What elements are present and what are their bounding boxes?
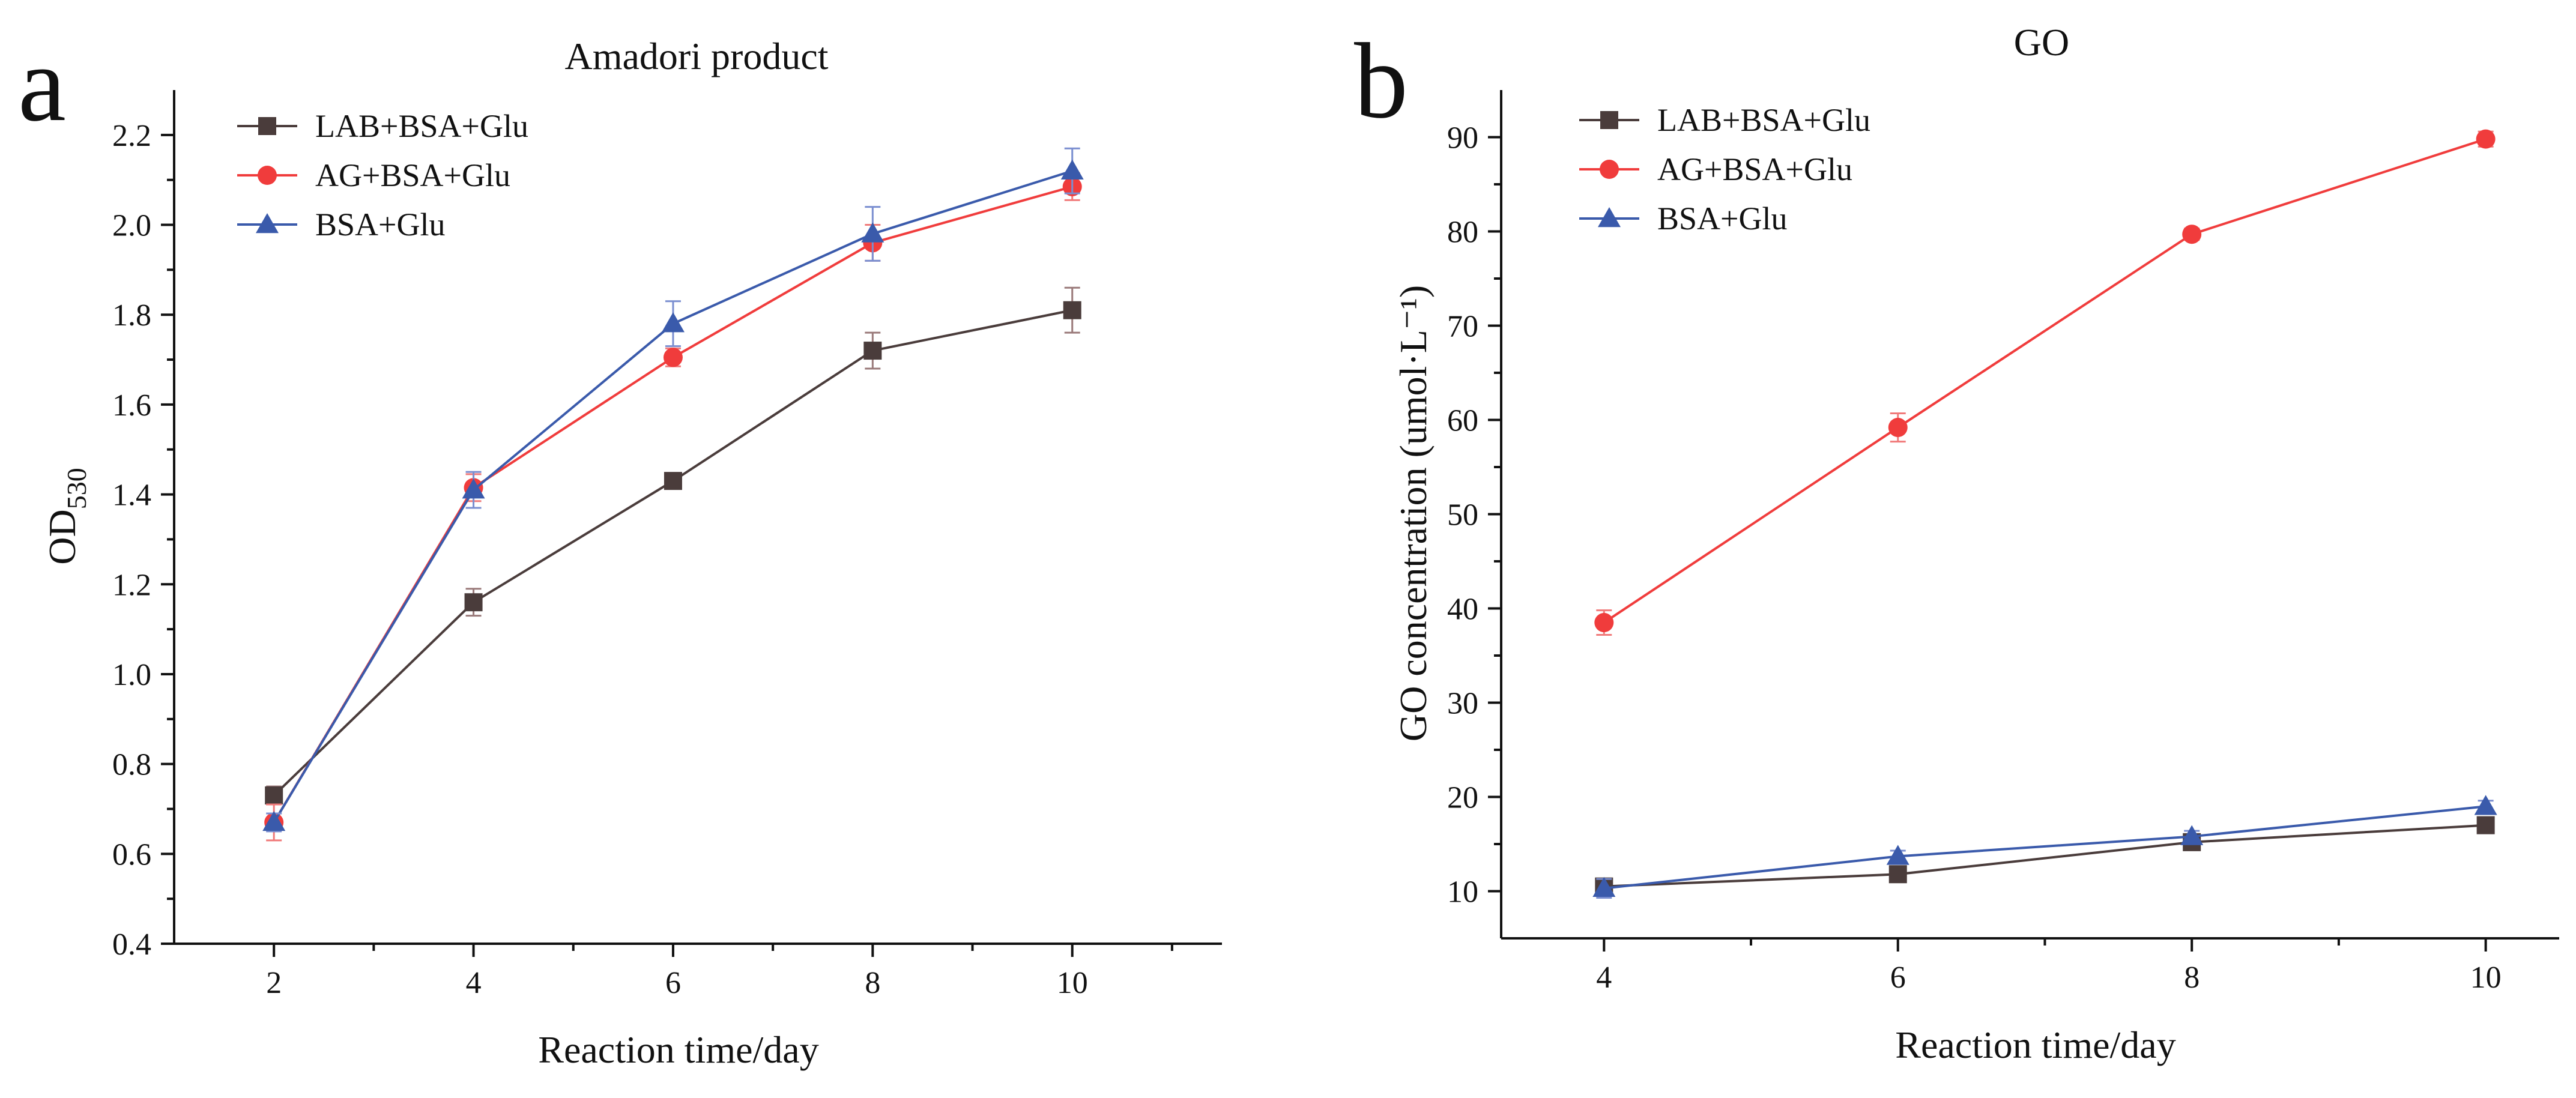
- panel-a-data-point: [1060, 159, 1084, 179]
- panel-a-ylabel-main: OD: [41, 509, 83, 564]
- panel-a-y-tick-label: 1.8: [112, 298, 151, 333]
- panel-b-data-point: [1886, 845, 1909, 865]
- panel-a-x-tick-label: 2: [266, 966, 282, 1000]
- panel-b-data-point: [2182, 225, 2202, 244]
- panel-b-y-tick-label: 60: [1447, 404, 1478, 438]
- panel-b-legend-label: AG+BSA+Glu: [1657, 151, 1852, 187]
- panel-a-legend-label: BSA+Glu: [315, 207, 446, 243]
- panel-b-legend-label: LAB+BSA+Glu: [1657, 102, 1870, 138]
- panel-a-y-tick-label: 1.0: [112, 658, 151, 692]
- panel-a-y-tick-label: 1.4: [112, 478, 151, 513]
- panel-a-legend-label: LAB+BSA+Glu: [315, 108, 528, 144]
- panel-a-data-point: [462, 478, 485, 499]
- panel-a-series-1: [265, 286, 1081, 806]
- panel-a-letter: a: [18, 24, 66, 143]
- panel-a-ylabel-sub: 530: [61, 468, 92, 509]
- panel-a-data-point: [661, 312, 685, 333]
- panel-b-data-point: [2476, 129, 2496, 149]
- panel-b-legend-label: BSA+Glu: [1657, 201, 1788, 237]
- panel-b-data-point: [1888, 418, 1908, 438]
- panel-a-y-tick-label: 0.8: [112, 748, 151, 782]
- panel-b-legend-marker: [1600, 160, 1619, 179]
- panel-a-data-point: [262, 810, 286, 831]
- panel-b-xlabel: Reaction time/day: [1895, 1024, 2175, 1066]
- panel-a-data-point: [464, 593, 483, 612]
- panel-a-y-tick-label: 2.0: [112, 209, 151, 243]
- panel-a-legend-marker: [256, 213, 279, 234]
- panel-b-data-point: [1888, 865, 1907, 884]
- panel-b-legend-marker: [1598, 207, 1621, 228]
- panel-b-y-tick-label: 90: [1447, 121, 1478, 155]
- panel-b-series-line: [1603, 137, 2487, 624]
- panel-b-series-3: [1592, 795, 2497, 899]
- panel-a-legend-marker: [258, 166, 277, 185]
- panel-b-y-tick-label: 10: [1447, 875, 1478, 909]
- panel-b-y-tick-label: 50: [1447, 498, 1478, 532]
- panel-a-legend-label: AG+BSA+Glu: [315, 157, 510, 193]
- panel-b-series-2: [1594, 129, 2496, 636]
- panel-a-plot: 2 4 6 8 10 0.4 0.6 0.8 1.0 1.2 1.4 1.6 1.8 2.0 2.2 LAB+…: [112, 90, 1222, 1000]
- panel-a-data-point: [1063, 301, 1081, 319]
- panel-a-y-tick-label: 2.2: [112, 119, 151, 153]
- panel-a-x-tick-label: 6: [665, 966, 681, 1000]
- panel-b-letter: b: [1354, 21, 1408, 140]
- panel-b-legend-marker: [1600, 111, 1618, 129]
- panel-a-series-line: [273, 185, 1073, 823]
- panel-a-series-line: [273, 309, 1073, 797]
- panel-b-y-tick-label: 30: [1447, 687, 1478, 721]
- panel-a-y-tick-label: 0.4: [112, 928, 151, 962]
- panel-a-y-tick-label: 1.2: [112, 568, 151, 602]
- panel-a-y-tick-label: 0.6: [112, 837, 151, 872]
- panel-a-title: Amadori product: [565, 35, 829, 77]
- panel-a-legend-marker: [258, 117, 276, 135]
- panel-a-x-tick-label: 10: [1057, 966, 1088, 1000]
- panel-a-x-tick-label: 4: [466, 966, 482, 1000]
- panel-b-data-point: [2180, 825, 2204, 845]
- panel-b-y-tick-label: 40: [1447, 593, 1478, 627]
- panel-a-data-point: [863, 342, 882, 360]
- panel-b-title: GO: [2014, 21, 2069, 64]
- panel-a-legend: LAB+BSA+Glu AG+BSA+Glu BSA+Glu: [237, 108, 528, 243]
- panel-b-series-line: [1604, 824, 2486, 888]
- panel-b-y-tick-label: 80: [1447, 216, 1478, 250]
- panel-b-x-tick-label: 4: [1596, 961, 1612, 995]
- panel-b-data-point: [1594, 613, 1614, 633]
- panel-a-y-tick-label: 1.6: [112, 388, 151, 423]
- panel-b-ylabel: GO concentration (umol·L⁻¹): [1392, 285, 1435, 741]
- panel-b-plot: 4 6 8 10 10 20 30 40 50 60 70 80 90 LAB+BSA+Glu AG+BSA…: [1447, 90, 2559, 995]
- panel-a-series-2: [264, 172, 1082, 842]
- panel-b-x-tick-label: 6: [1890, 961, 1906, 995]
- panel-a-ylabel: OD530: [41, 468, 92, 564]
- panel-a-xlabel: Reaction time/day: [538, 1028, 818, 1071]
- panel-a-series-3: [262, 147, 1084, 833]
- panel-b-x-tick-label: 8: [2184, 961, 2200, 995]
- panel-b-y-tick-label: 70: [1447, 310, 1478, 344]
- panel-a-data-point: [663, 348, 683, 367]
- panel-a-data-point: [861, 222, 884, 243]
- panel-b-series-line: [1604, 805, 2486, 890]
- panel-b-x-tick-label: 10: [2470, 961, 2502, 995]
- panel-a-data-point: [664, 472, 682, 490]
- panel-a: a Amadori product Reaction time/day OD53…: [18, 24, 829, 1071]
- panel-a-x-tick-label: 8: [865, 966, 880, 1000]
- panel-a-series-line: [273, 169, 1073, 823]
- plot-layer: 2 4 6 8 10 0.4 0.6 0.8 1.0 1.2 1.4 1.6 1.8 2.0 2.2 LAB+…: [112, 90, 2559, 1000]
- panel-b-legend: LAB+BSA+Glu AG+BSA+Glu BSA+Glu: [1579, 102, 1870, 237]
- panel-b-data-point: [2474, 795, 2497, 815]
- panel-b-series-1: [1595, 816, 2495, 896]
- panel-a-data-point: [265, 786, 283, 805]
- panel-b-data-point: [1592, 876, 1616, 897]
- panel-b: b GO Reaction time/day GO concentration …: [1354, 21, 2176, 1066]
- panel-b-y-tick-label: 20: [1447, 781, 1478, 815]
- panel-b-data-point: [2476, 816, 2495, 834]
